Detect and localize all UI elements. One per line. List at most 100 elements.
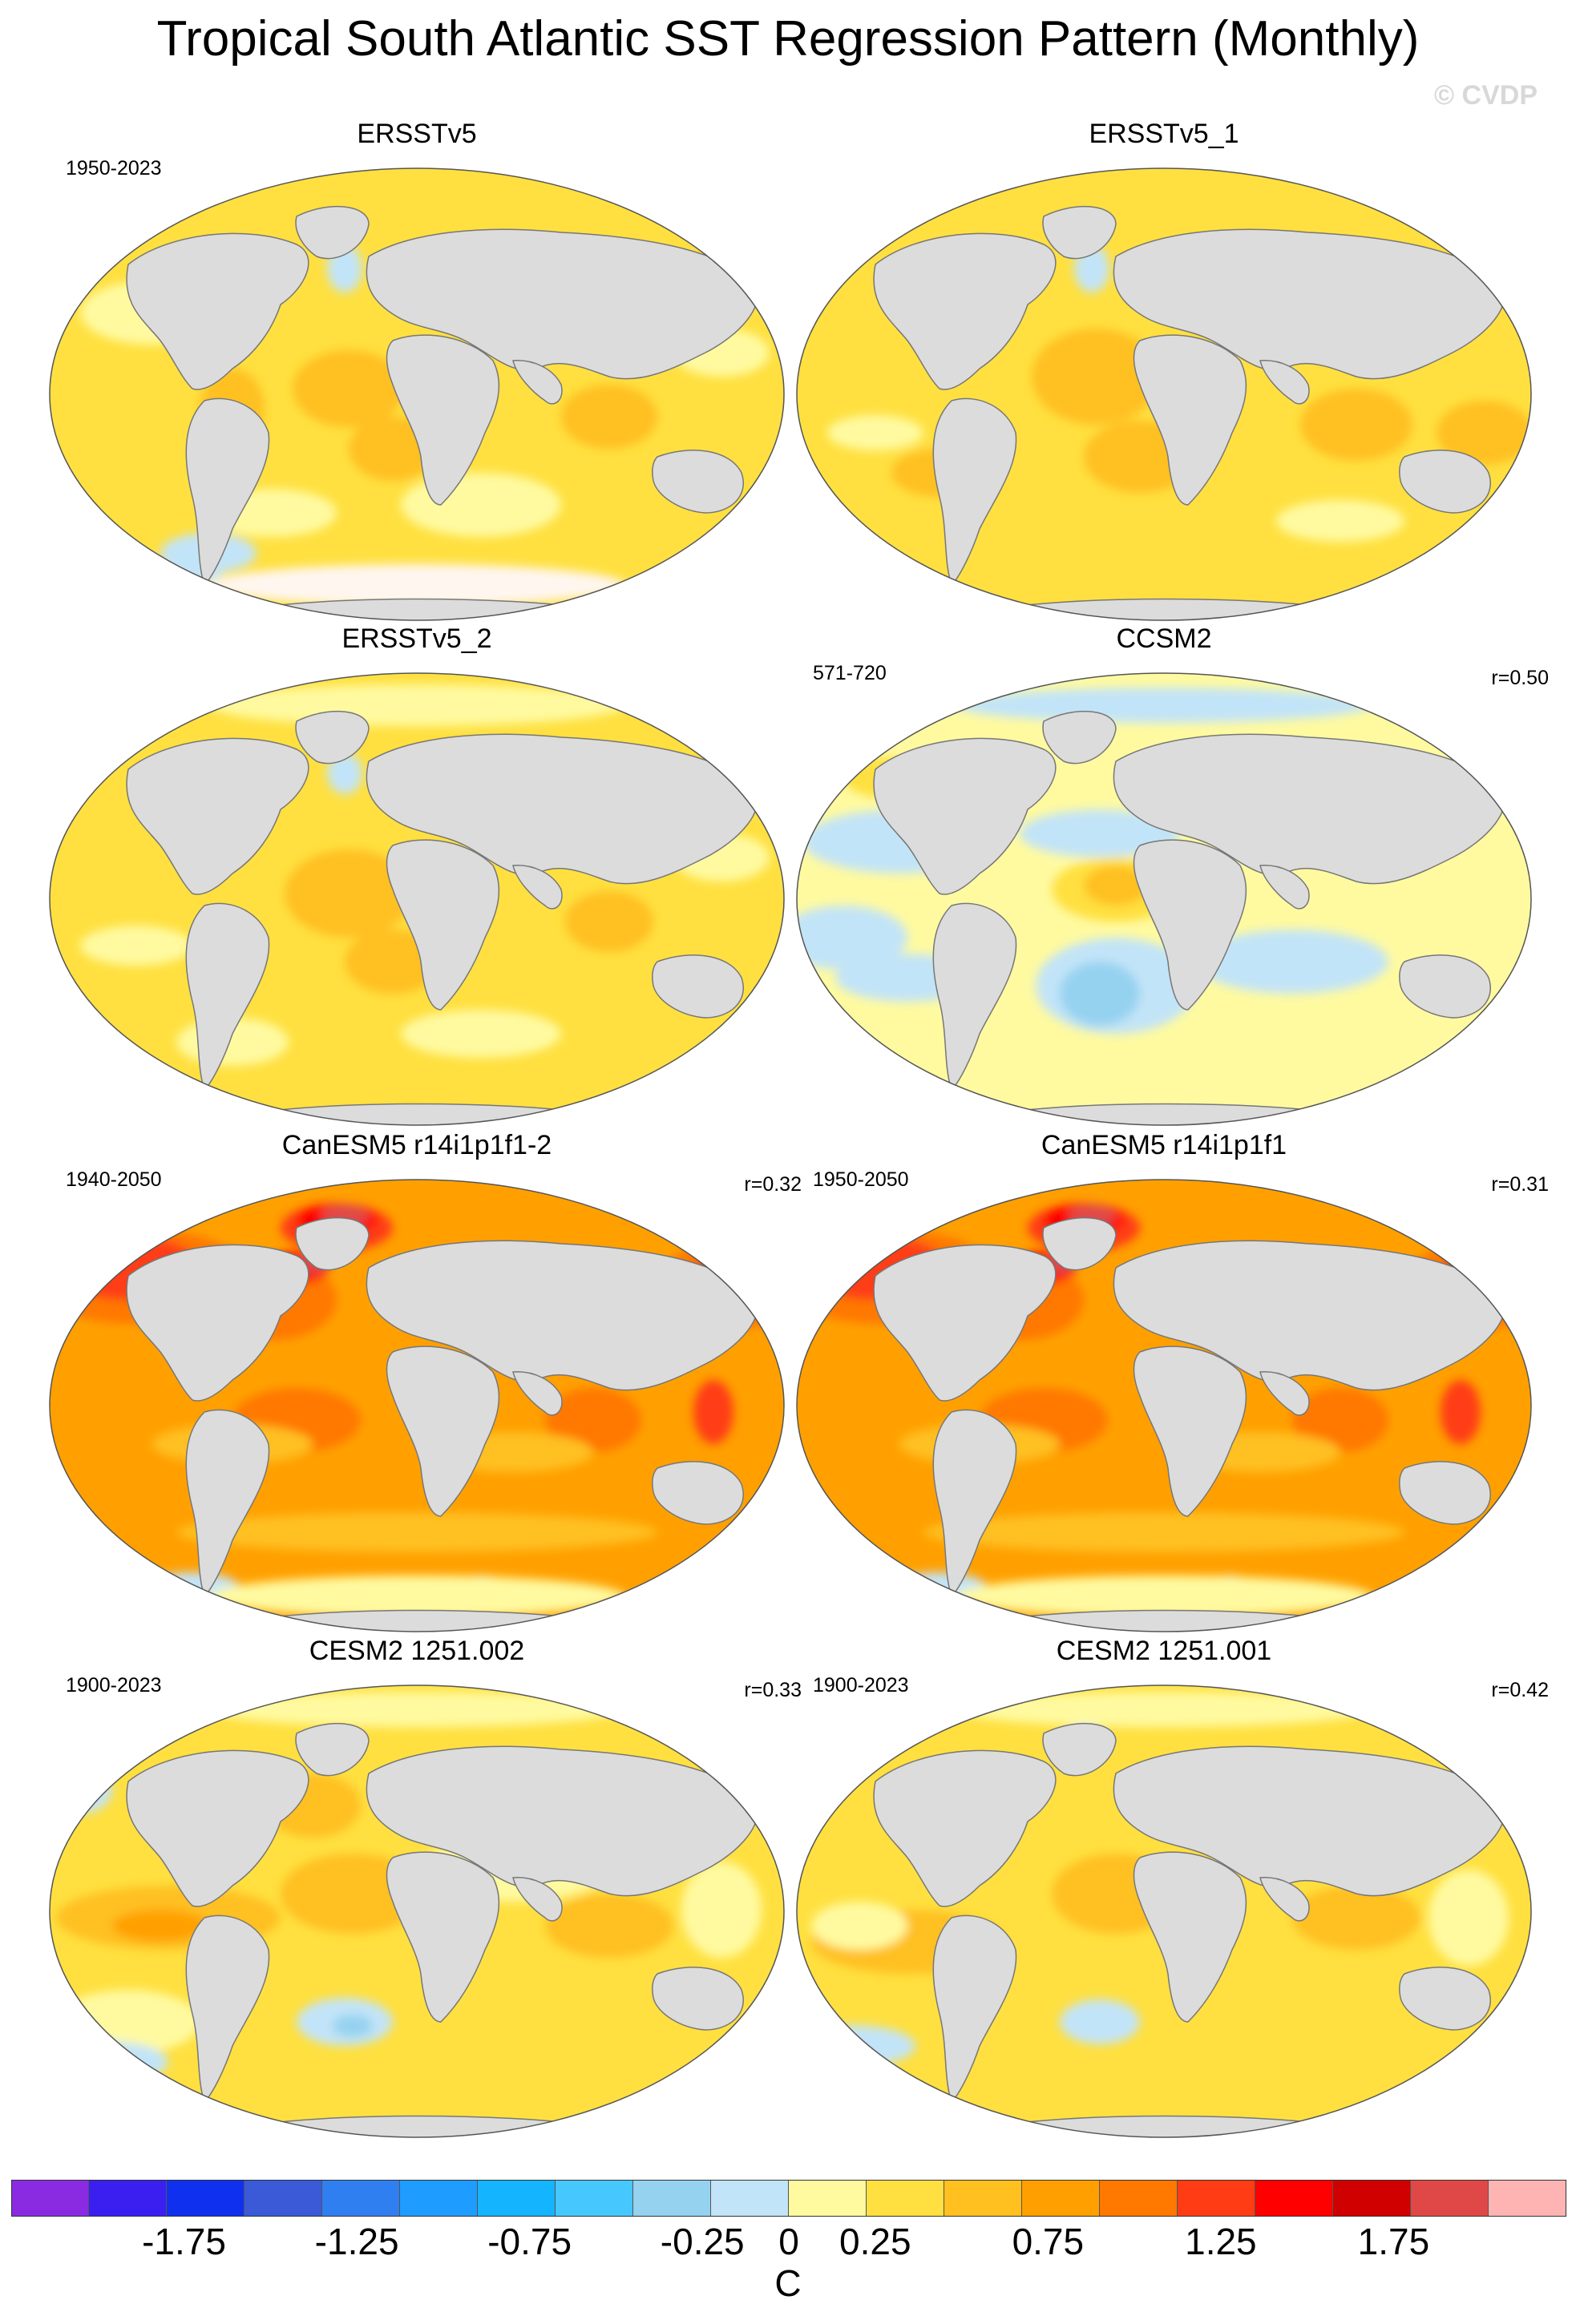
land-mass xyxy=(295,1217,370,1271)
panel-title: ERSSTv5_1 xyxy=(1089,119,1239,149)
colorbar-tick-label: -0.25 xyxy=(660,2221,745,2262)
panel-title: CCSM2 xyxy=(1116,623,1212,654)
sst-anomaly-contour xyxy=(797,2025,915,2067)
colorbar-swatch xyxy=(167,2180,244,2217)
colorbar-swatch xyxy=(1100,2180,1178,2217)
colorbar-swatch xyxy=(789,2180,867,2217)
land-mass xyxy=(366,228,759,380)
sst-anomaly-contour xyxy=(1060,1999,1140,2044)
land-mass xyxy=(1399,1461,1491,1525)
land-mass xyxy=(386,1346,500,1517)
land-mass xyxy=(873,737,1057,895)
panel-period-label: 1940-2050 xyxy=(66,1168,162,1191)
map-panel: CESM2 1251.001 1900-2023 r=0.42 xyxy=(779,1637,1549,2138)
land-mass xyxy=(1399,1967,1491,2031)
sst-anomaly-contour xyxy=(565,891,653,952)
sst-anomaly-contour xyxy=(176,1512,657,1552)
sst-map xyxy=(796,1179,1532,1632)
land-mass xyxy=(1133,839,1247,1011)
land-mass xyxy=(295,1723,370,1777)
sst-anomaly-contour xyxy=(80,926,192,966)
sst-anomaly-contour xyxy=(1276,500,1404,542)
sst-anomaly-contour xyxy=(681,1862,762,1958)
sst-anomaly-contour xyxy=(1437,401,1531,465)
map-panel: CanESM5 r14i1p1f1 1950-2050 r=0.31 xyxy=(779,1132,1549,1632)
sst-anomaly-contour xyxy=(1196,930,1388,994)
land-mass xyxy=(366,1240,759,1391)
land-mass xyxy=(512,360,563,405)
sst-anomaly-contour xyxy=(285,849,413,938)
colorbar-unit: C xyxy=(774,2262,802,2304)
sst-anomaly-contour xyxy=(693,1380,733,1444)
land-mass xyxy=(932,1914,1017,2104)
colorbar-swatch xyxy=(1489,2180,1566,2217)
land-mass xyxy=(512,865,563,910)
map-outline xyxy=(49,672,785,1126)
land-mass xyxy=(873,1749,1057,1907)
panel-title: ERSSTv5_2 xyxy=(341,623,492,654)
land-mass xyxy=(1042,711,1117,765)
map-panel: ERSSTv5_1 xyxy=(779,119,1549,621)
land-mass xyxy=(366,1745,759,1897)
map-panel: CESM2 1251.002 1900-2023 r=0.33 xyxy=(32,1636,802,2138)
land-mass xyxy=(295,711,370,765)
land-mass xyxy=(386,334,500,506)
sst-map xyxy=(796,167,1532,621)
colorbar-swatch xyxy=(944,2180,1022,2217)
sst-anomaly-contour xyxy=(1060,962,1140,1026)
colorbar-swatch xyxy=(478,2180,556,2217)
land-mass xyxy=(932,1409,1017,1598)
map-outline xyxy=(796,1179,1532,1632)
panel-period-label: 1950-2023 xyxy=(66,157,162,180)
land-mass xyxy=(1133,334,1247,506)
land-mass xyxy=(652,1461,744,1525)
sst-anomaly-contour xyxy=(827,415,923,450)
sst-map xyxy=(49,167,785,621)
land-mass xyxy=(126,1749,309,1907)
colorbar-swatch xyxy=(867,2180,944,2217)
cvdp-watermark: © CVDP xyxy=(1434,80,1538,111)
land-mass xyxy=(185,902,270,1091)
sst-anomaly-contour xyxy=(956,1576,1372,1617)
panel-correlation-label: r=0.50 xyxy=(1491,667,1549,689)
sst-anomaly-contour xyxy=(208,1692,625,1727)
land-mass xyxy=(1042,1217,1117,1271)
map-outline xyxy=(796,167,1532,621)
map-panel: CanESM5 r14i1p1f1-2 1940-2050 r=0.32 xyxy=(32,1130,802,1632)
land-mass xyxy=(1133,1851,1247,2023)
sst-anomaly-contour xyxy=(293,350,405,427)
sst-map xyxy=(796,672,1532,1126)
panel-period-label: 1900-2023 xyxy=(813,1674,909,1697)
colorbar-swatch xyxy=(633,2180,711,2217)
colorbar-swatch xyxy=(1411,2180,1489,2217)
land-mass xyxy=(1113,228,1506,380)
sst-map xyxy=(796,1684,1532,2138)
land-mass xyxy=(386,839,500,1011)
sst-anomaly-contour xyxy=(208,684,625,726)
colorbar-swatch xyxy=(1022,2180,1100,2217)
colorbar-swatch xyxy=(244,2180,322,2217)
land-mass xyxy=(1113,1240,1506,1391)
map-outline xyxy=(796,1684,1532,2138)
panel-title: ERSSTv5 xyxy=(357,119,477,149)
panel-title: CESM2 1251.002 xyxy=(309,1636,525,1666)
land-mass xyxy=(366,733,759,885)
sst-map xyxy=(49,672,785,1126)
sst-anomaly-contour xyxy=(208,564,625,606)
colorbar-tick-label: -0.75 xyxy=(487,2221,572,2262)
map-panel: ERSSTv5_2 xyxy=(32,623,802,1126)
land-mass xyxy=(1113,1745,1506,1897)
sst-anomaly-contour xyxy=(561,385,657,449)
map-panel: ERSSTv5 1950-2023 xyxy=(32,119,802,621)
land-mass xyxy=(295,206,370,260)
panel-period-label: 1900-2023 xyxy=(66,1674,162,1697)
land-mass xyxy=(512,1877,563,1922)
land-mass xyxy=(1113,733,1506,885)
land-mass xyxy=(386,1851,500,2023)
colorbar-swatch xyxy=(89,2180,167,2217)
panel-period-label: 571-720 xyxy=(813,662,887,684)
panel-title: CanESM5 r14i1p1f1-2 xyxy=(281,1130,552,1160)
sst-anomaly-contour xyxy=(1441,1380,1481,1444)
colorbar-swatch xyxy=(1255,2180,1333,2217)
sst-anomaly-contour xyxy=(333,2015,373,2037)
